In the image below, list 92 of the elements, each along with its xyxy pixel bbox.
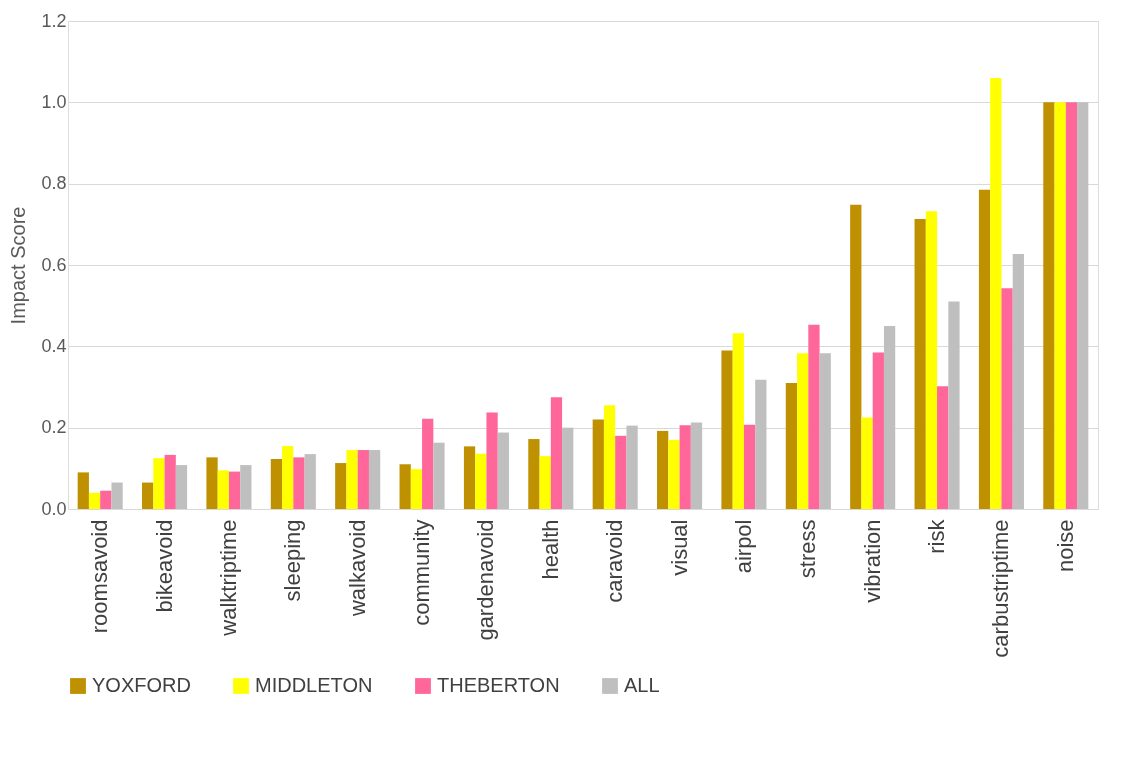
- x-tick-label: health: [537, 519, 563, 580]
- x-tick-label: visual: [666, 519, 692, 576]
- bar: [206, 457, 218, 509]
- bar: [1043, 102, 1055, 509]
- bar: [883, 326, 896, 509]
- bar: [282, 445, 294, 509]
- bar: [615, 435, 627, 509]
- bar: [175, 465, 188, 509]
- x-tick-label: community: [409, 519, 435, 626]
- bar: [486, 412, 498, 509]
- bar: [550, 397, 563, 509]
- bar: [657, 430, 669, 509]
- bar: [603, 405, 616, 509]
- x-tick-label: airpol: [730, 519, 756, 574]
- bar: [690, 422, 703, 509]
- bar: [240, 465, 252, 509]
- bar: [293, 457, 305, 509]
- bar: [732, 333, 744, 509]
- bar: [1054, 102, 1066, 509]
- bar: [990, 77, 1002, 509]
- bar: [217, 470, 229, 509]
- y-tick-label: 0.8: [41, 173, 67, 194]
- bar: [861, 417, 873, 509]
- bar: [808, 324, 820, 509]
- legend-label: YOXFORD: [92, 674, 191, 696]
- x-tick-label: noise: [1052, 519, 1078, 573]
- bar: [304, 454, 316, 509]
- bar: [100, 490, 112, 509]
- bar: [539, 456, 551, 509]
- bar: [528, 439, 540, 509]
- x-tick-label: vibration: [859, 519, 885, 603]
- bar: [755, 379, 767, 509]
- x-tick-label: roomsavoid: [87, 519, 113, 634]
- x-tick-label: stress: [795, 519, 821, 579]
- bar: [228, 471, 241, 509]
- bar: [626, 425, 638, 509]
- bar: [399, 464, 411, 509]
- bar: [142, 482, 154, 509]
- x-tick-label: walkavoid: [344, 519, 370, 618]
- bar: [785, 382, 798, 509]
- bar: [850, 204, 862, 509]
- bar: [368, 450, 381, 509]
- bar: [77, 472, 89, 509]
- bar: [270, 458, 283, 509]
- x-tick-label: walktriptime: [215, 519, 241, 637]
- x-tick-label: risk: [924, 518, 950, 554]
- bar: [592, 419, 604, 509]
- y-tick-label: 1.2: [41, 10, 67, 31]
- legend-label: ALL: [624, 674, 660, 696]
- bar: [937, 386, 949, 509]
- bar: [668, 439, 680, 509]
- y-tick-label: 0.2: [41, 417, 67, 438]
- bar: [463, 446, 476, 509]
- bar: [433, 442, 445, 509]
- y-tick-label: 0.6: [41, 254, 67, 275]
- bar: [978, 189, 991, 509]
- bar: [1065, 102, 1078, 509]
- bar: [797, 353, 809, 509]
- bar: [914, 219, 926, 509]
- bar: [410, 469, 423, 509]
- bar: [1012, 254, 1024, 509]
- bar: [111, 482, 123, 509]
- x-tick-label: carbustriptime: [988, 519, 1014, 658]
- bar: [475, 453, 487, 509]
- legend-label: THEBERTON: [437, 674, 560, 696]
- x-tick-label: caravoid: [602, 519, 628, 603]
- x-tick-label: gardenavoid: [473, 519, 499, 641]
- bar: [948, 301, 960, 509]
- bar: [562, 427, 574, 509]
- bar: [1001, 288, 1013, 509]
- bar: [497, 432, 509, 509]
- bar: [357, 450, 369, 509]
- bar: [721, 350, 733, 509]
- y-tick-label: 0.4: [41, 335, 67, 356]
- bar: [164, 454, 176, 509]
- bar: [819, 353, 831, 509]
- bar: [422, 418, 434, 509]
- y-tick-label: 1.0: [41, 91, 67, 112]
- x-tick-label: bikeavoid: [151, 519, 177, 613]
- bar: [153, 458, 165, 509]
- bar: [346, 450, 358, 509]
- bar: [335, 463, 347, 509]
- bar: [679, 425, 691, 509]
- legend-label: MIDDLETON: [255, 674, 373, 696]
- bar: [743, 424, 756, 509]
- y-tick-label: 0.0: [41, 498, 67, 519]
- bar: [1077, 102, 1089, 509]
- bar: [925, 211, 938, 509]
- bar: [872, 352, 884, 509]
- x-tick-label: sleeping: [280, 519, 306, 602]
- y-axis-title: Impact Score: [7, 206, 30, 325]
- bar: [88, 492, 101, 509]
